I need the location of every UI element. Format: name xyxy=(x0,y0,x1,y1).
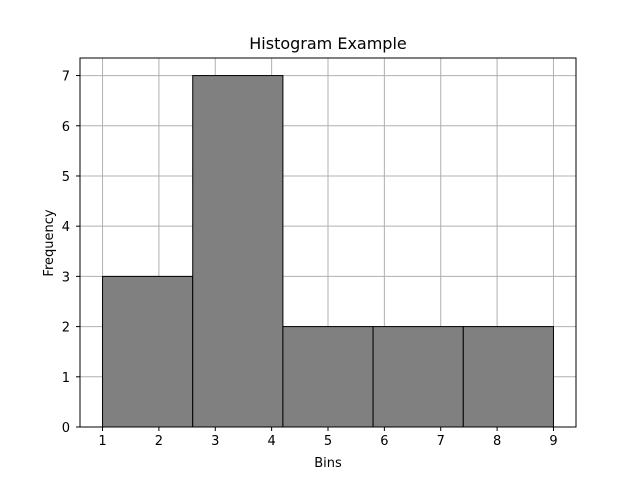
chart-title: Histogram Example xyxy=(249,34,407,53)
y-tick-label: 6 xyxy=(62,120,70,135)
x-tick-label: 6 xyxy=(380,434,388,449)
histogram-bar xyxy=(372,326,464,428)
histogram-bar xyxy=(282,326,374,428)
x-axis-label: Bins xyxy=(314,456,342,471)
y-axis-label: Frequency xyxy=(42,209,57,276)
y-tick-label: 2 xyxy=(62,321,70,336)
x-tick-label: 3 xyxy=(211,434,219,449)
y-tick-label: 3 xyxy=(62,270,70,285)
y-axis-ticks: 0 1 2 3 4 5 6 7 xyxy=(62,70,80,436)
x-tick-label: 8 xyxy=(493,434,501,449)
y-tick-label: 0 xyxy=(62,421,70,436)
x-tick-label: 7 xyxy=(437,434,445,449)
y-tick-label: 5 xyxy=(62,170,70,185)
histogram-bar xyxy=(102,275,194,428)
histogram-bar xyxy=(462,326,554,428)
y-tick-label: 4 xyxy=(62,220,70,235)
bars xyxy=(102,75,554,428)
x-tick-label: 5 xyxy=(324,434,332,449)
x-tick-label: 9 xyxy=(549,434,557,449)
y-tick-label: 7 xyxy=(62,70,70,85)
y-tick-label: 1 xyxy=(62,371,70,386)
histogram-bar xyxy=(192,75,284,428)
x-tick-label: 4 xyxy=(267,434,275,449)
x-axis-ticks: 1 2 3 4 5 6 7 8 9 xyxy=(98,427,558,449)
x-tick-label: 1 xyxy=(98,434,106,449)
x-tick-label: 2 xyxy=(155,434,163,449)
